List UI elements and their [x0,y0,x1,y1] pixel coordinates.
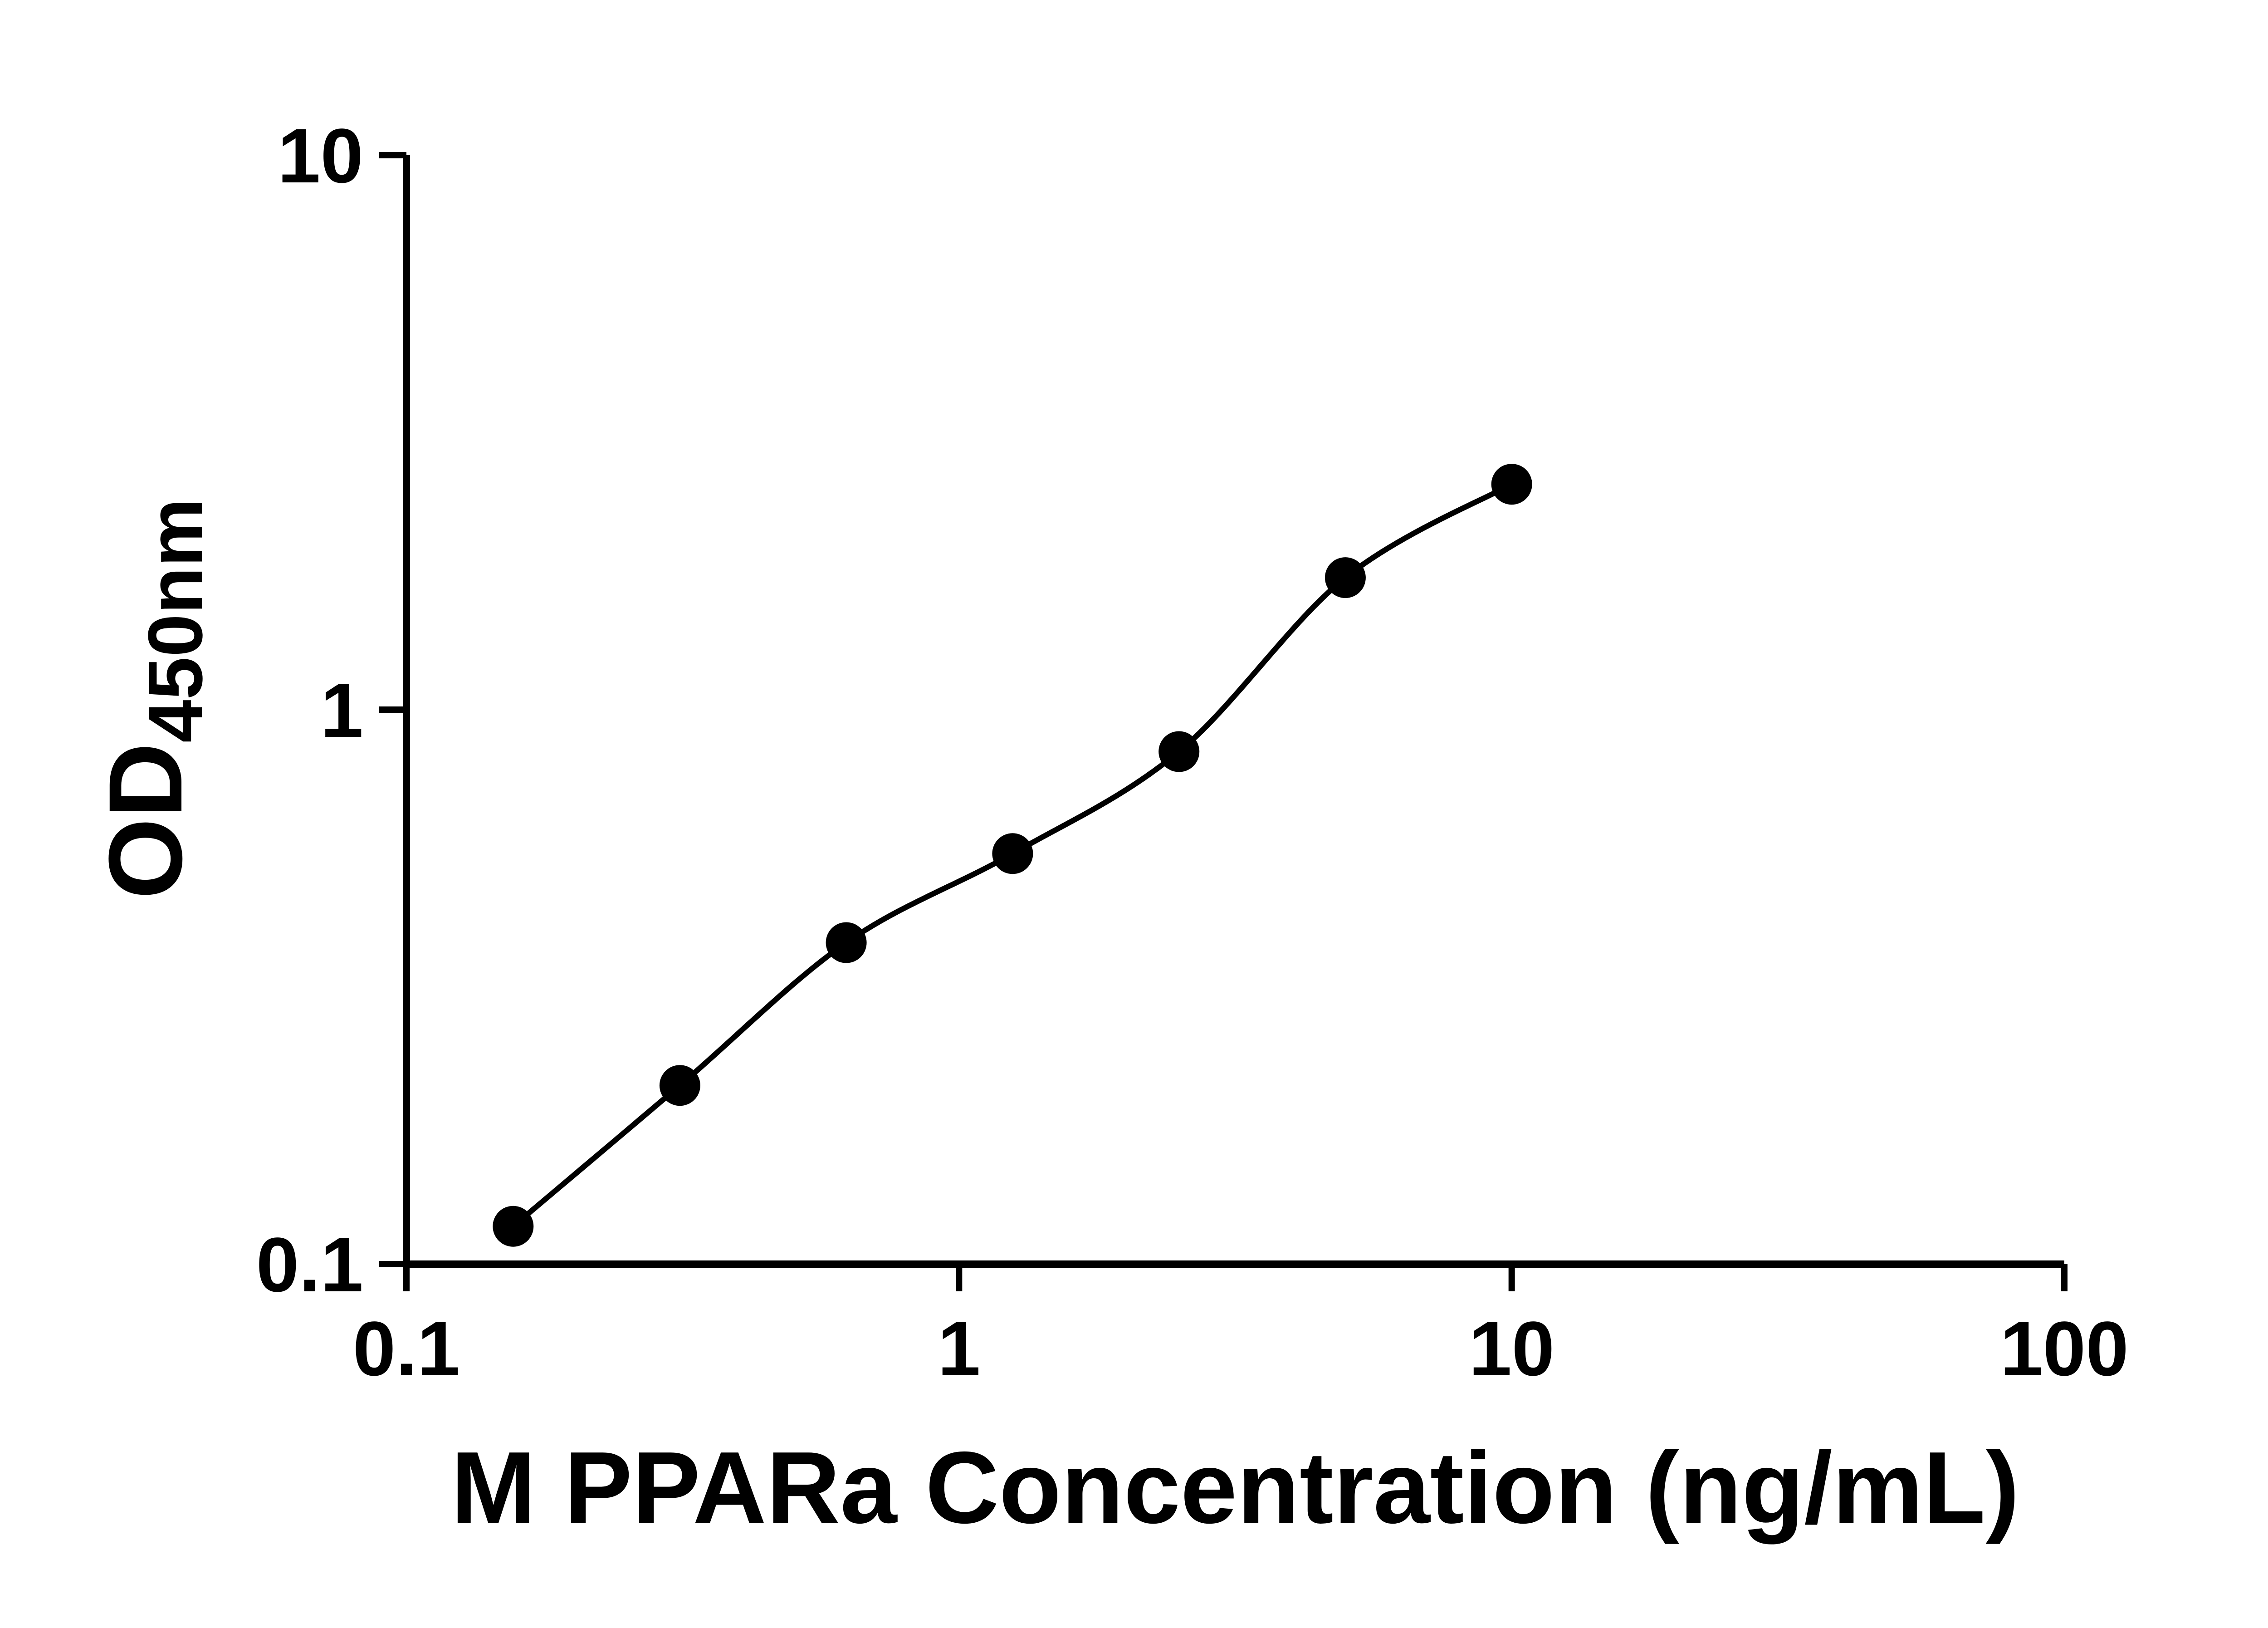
y-axis-tick-label: 10 [278,113,363,199]
y-axis-title: OD450nm [87,498,219,899]
data-point [1325,557,1366,598]
data-point [1491,464,1532,505]
x-axis-tick-label: 10 [1469,1306,1554,1392]
tick-labels-layer: 0.1 1 10 100 0.1 1 10 [256,113,2129,1392]
data-point [992,833,1033,874]
ticks-layer [379,152,2068,1291]
x-axis-title: M PPARa Concentration (ng/mL) [451,1430,2019,1545]
x-axis-tick-label: 100 [2000,1306,2129,1392]
axes [403,155,2064,1268]
data-point [659,1065,700,1106]
y-axis-tick-label: 1 [320,667,363,754]
x-axis-tick-label: 1 [938,1306,981,1392]
data-point [1158,731,1200,772]
y-axis-title-subscript: 450nm [132,498,219,743]
x-axis-tick-label: 0.1 [353,1306,460,1392]
y-axis-tick-label: 0.1 [256,1222,363,1308]
series-layer [493,464,1532,1247]
y-axis-title-main: OD [87,743,204,899]
data-point [826,922,867,963]
data-point [493,1206,534,1247]
